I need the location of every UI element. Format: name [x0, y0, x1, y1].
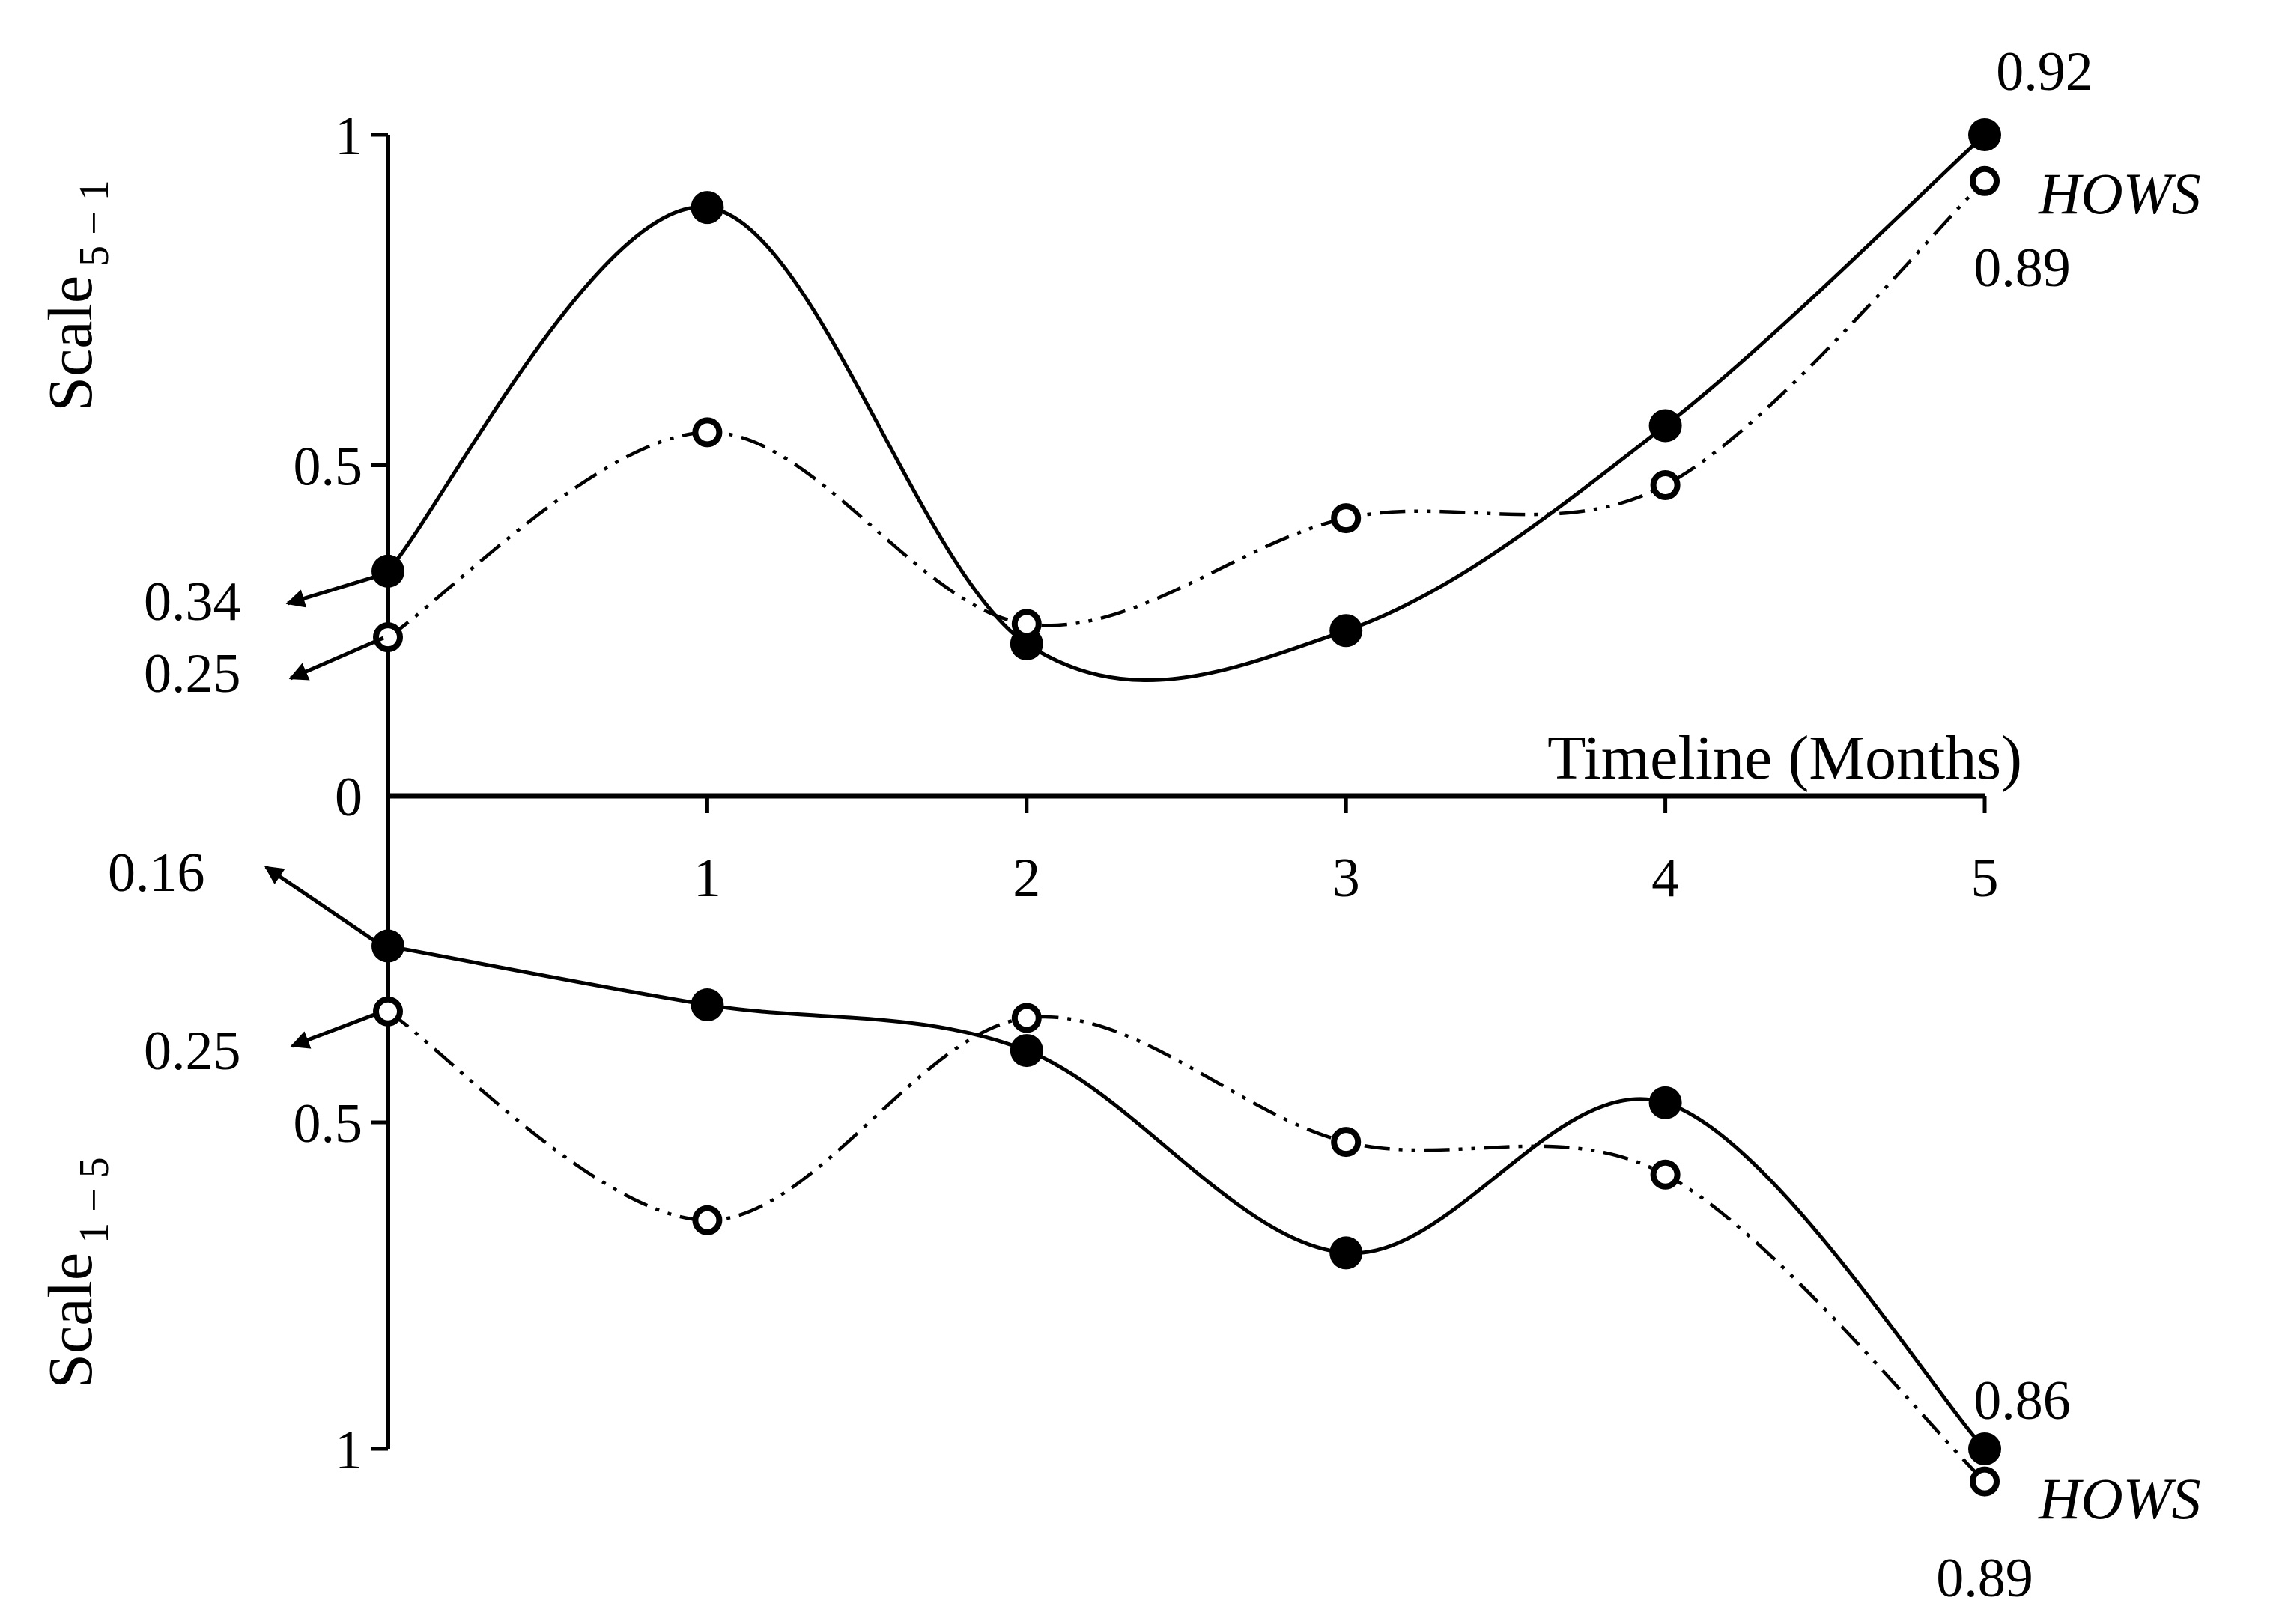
annotation-arrow [264, 865, 382, 947]
data-label: 0.86 [1973, 1370, 2071, 1432]
data-point-open [1650, 469, 1681, 500]
data-point-filled [691, 988, 724, 1022]
data-point-open [373, 996, 403, 1027]
x-tick-label: 3 [1332, 848, 1360, 909]
data-point-filled [1329, 1236, 1363, 1270]
data-point-open [692, 1205, 723, 1235]
y-tick-label: 0.5 [294, 1093, 363, 1155]
series-line-solid [386, 133, 1986, 682]
y-axis-title-main: Scale [36, 1253, 106, 1389]
data-point-filled [1010, 1034, 1043, 1068]
data-label: 0.89 [1973, 237, 2071, 299]
data-point-open [1650, 1159, 1681, 1190]
data-point-filled [1329, 614, 1363, 648]
data-point-filled [1648, 1086, 1682, 1119]
x-tick-label: 1 [694, 848, 721, 909]
y-tick-label: 1 [335, 1420, 362, 1481]
data-point-open [1011, 609, 1042, 639]
data-point-open [1970, 165, 2000, 196]
y-tick-label: 1 [335, 106, 362, 167]
data-point-open [692, 417, 723, 448]
data-point-filled [1968, 118, 2001, 151]
annotation-arrow [290, 1012, 375, 1049]
data-point-filled [691, 191, 724, 225]
annotation-arrow [285, 572, 384, 608]
x-tick-label: 4 [1651, 848, 1679, 909]
data-point-open [1011, 1003, 1042, 1033]
data-point-open [373, 622, 403, 653]
data-label: 0.16 [108, 842, 205, 904]
y-tick-label: 0 [335, 767, 362, 828]
y-tick-label: 0.5 [294, 437, 363, 498]
data-label: 0.25 [144, 1021, 241, 1082]
series-line-hows [386, 180, 1986, 639]
y-axis-title-text: Scale 1 − 5 [36, 1157, 118, 1389]
x-axis-title: Timeline (Months) [1547, 723, 2022, 793]
data-point-open [1331, 1127, 1362, 1158]
series-layer [371, 118, 2001, 1497]
data-label: 0.25 [144, 643, 241, 705]
data-point-open [1331, 503, 1362, 534]
y-axis-title: Scale 5 − 1 [36, 180, 118, 412]
data-point-filled [371, 554, 404, 588]
axes-layer [371, 133, 1987, 1451]
data-point-filled [371, 929, 404, 963]
y-axis-title-text: Scale 5 − 1 [36, 180, 118, 412]
data-label: 0.92 [1996, 41, 2093, 103]
series-label-hows: HOWS [2038, 1466, 2201, 1531]
y-axis-title-subscript: 1 − 5 [71, 1157, 118, 1244]
x-tick-label: 2 [1013, 848, 1040, 909]
data-point-filled [1648, 409, 1682, 443]
labels-layer: 1 2 3 4 5 1 0.5 0 0.5 1 Timeline (Months) Scale 5 − … [36, 41, 2201, 1609]
annotation-arrow [288, 636, 384, 681]
data-label: 0.34 [144, 571, 241, 633]
data-point-filled [1968, 1432, 2001, 1465]
series-line-hows [386, 1009, 1986, 1483]
data-label: 0.89 [1936, 1548, 2033, 1609]
x-tick-label: 5 [1971, 848, 1999, 909]
data-point-open [1970, 1466, 2000, 1497]
y-axis-title: Scale 1 − 5 [36, 1157, 118, 1389]
y-axis-title-main: Scale [36, 276, 106, 412]
series-label-hows: HOWS [2038, 161, 2201, 226]
y-axis-title-subscript: 5 − 1 [71, 180, 118, 267]
